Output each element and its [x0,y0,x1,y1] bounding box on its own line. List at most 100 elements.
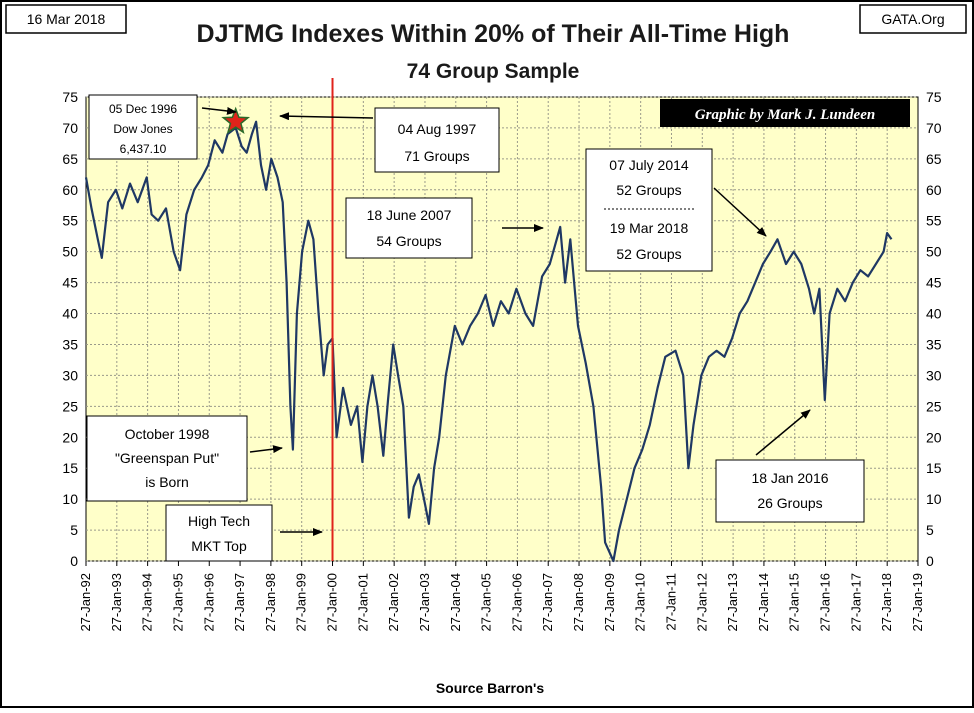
x-tick-label: 27-Jan-98 [263,573,278,632]
arrow-peak-1997 [279,112,374,121]
y-tick-label-right: 0 [926,553,934,569]
y-tick-label-right: 55 [926,213,942,229]
annotation-1997-line2: 71 Groups [404,148,469,164]
arrow-greenspan [249,445,283,454]
x-tick-label: 27-Jan-14 [756,573,771,632]
y-axis-right: 0 5 10 15 20 25 30 35 40 45 50 55 60 65 70 75 [926,89,942,569]
annotation-greenspan-line3: is Born [145,474,189,490]
y-tick-label-left: 55 [62,213,78,229]
x-tick-label: 27-Jan-95 [170,573,185,632]
annotation-dow-line2: Dow Jones [113,122,172,136]
annotation-low-2016 [715,459,865,523]
y-tick-label-left: 0 [70,553,78,569]
arrow-peak-2014 [713,187,767,237]
y-tick-label-left: 30 [62,367,78,383]
annotation-2007-line2: 54 Groups [376,233,441,249]
y-tick-label-right: 75 [926,89,942,105]
y-tick-label-right: 65 [926,151,942,167]
star-icon [221,106,251,135]
x-tick-label: 27-Jan-04 [448,573,463,632]
annotation-greenspan-line2: "Greenspan Put" [115,450,219,466]
y-tick-label-left: 15 [62,460,78,476]
y-tick-label-left: 45 [62,275,78,291]
annotation-tech-line2: MKT Top [191,538,247,554]
annotation-1997-line1: 04 Aug 1997 [398,121,477,137]
chart-subtitle: 74 Group Sample [407,60,580,83]
annotation-dow-line3: 6,437.10 [120,142,167,156]
y-tick-label-right: 30 [926,367,942,383]
y-tick-label-right: 60 [926,182,942,198]
x-tick-label: 27-Jan-99 [294,573,309,632]
annotation-tech-line1: High Tech [188,513,250,529]
y-tick-label-left: 20 [62,429,78,445]
x-tick-label: 27-Jan-97 [232,573,247,632]
arrow-dow-1996 [201,106,237,115]
y-tick-label-right: 5 [926,522,934,538]
y-tick-label-right: 50 [926,244,942,260]
annotation-dow-line1: 05 Dec 1996 [109,102,177,116]
x-tick-label: 27-Jan-94 [140,573,155,632]
x-tick-label: 27-Jan-09 [602,573,617,632]
series-line [84,120,893,563]
x-tick-label: 27-Jan-06 [509,573,524,632]
x-tick-label: 27-Jan-18 [879,573,894,632]
arrow-low-2016 [755,409,811,456]
annotation-2018-line1: 19 Mar 2018 [610,220,689,236]
x-tick-label: 27-Jan-13 [725,573,740,632]
y-tick-label-right: 70 [926,120,942,136]
y-tick-label-right: 40 [926,306,942,322]
x-axis-label: Source Barron's [436,680,545,696]
annotation-2007-line1: 18 June 2007 [367,207,452,223]
x-tick-label: 27-Jan-11 [663,573,678,631]
x-tick-label: 27-Jan-15 [787,573,802,632]
chart-title: DJTMG Indexes Within 20% of Their All-Ti… [197,20,790,48]
x-tick-label: 27-Jan-05 [479,573,494,632]
y-tick-label-left: 65 [62,151,78,167]
annotation-peak-2007 [345,197,473,259]
y-tick-label-right: 10 [926,491,942,507]
x-tick-label: 27-Jan-00 [325,573,340,632]
x-tick-label: 27-Jan-12 [694,573,709,632]
x-tick-label: 27-Jan-10 [633,573,648,632]
y-tick-label-left: 40 [62,306,78,322]
y-tick-label-left: 10 [62,491,78,507]
annotation-dow-1996 [88,94,198,160]
x-axis: 27-Jan-92 27-Jan-93 27-Jan-94 27-Jan-95 27-J… [78,561,925,632]
x-tick-label: 27-Jan-08 [571,573,586,632]
y-tick-label-right: 35 [926,336,942,352]
x-tick-label: 27-Jan-96 [201,573,216,632]
source-site-label: GATA.Org [881,11,944,27]
annotation-peak-1997 [374,107,500,173]
y-axis-left: 0 5 10 15 20 25 30 35 40 45 50 55 60 65 70 75 [62,89,78,569]
annotation-peak-2014-2018 [585,148,713,272]
x-tick-label: 27-Jan-01 [355,573,370,632]
credit-label: Graphic by Mark J. Lundeen [695,107,875,123]
y-tick-label-left: 25 [62,398,78,414]
y-tick-label-right: 20 [926,429,942,445]
x-tick-label: 27-Jan-19 [910,573,925,632]
y-tick-label-left: 5 [70,522,78,538]
credit-box [660,99,910,127]
annotation-2014-line2: 52 Groups [616,182,681,198]
x-tick-label: 27-Jan-16 [818,573,833,632]
date-label: 16 Mar 2018 [27,11,106,27]
x-tick-label: 27-Jan-93 [109,573,124,632]
annotation-2016-line1: 18 Jan 2016 [751,470,828,486]
y-tick-label-right: 45 [926,275,942,291]
x-tick-label: 27-Jan-03 [417,573,432,632]
y-tick-label-right: 25 [926,398,942,414]
y-tick-label-left: 50 [62,244,78,260]
x-tick-label: 27-Jan-92 [78,573,93,632]
x-tick-label: 27-Jan-17 [848,573,863,632]
source-site-box [859,4,967,34]
y-tick-label-right: 15 [926,460,942,476]
y-tick-label-left: 60 [62,182,78,198]
annotation-2018-line2: 52 Groups [616,246,681,262]
annotation-2016-line2: 26 Groups [757,495,822,511]
annotation-2014-line1: 07 July 2014 [609,157,689,173]
annotation-greenspan-1998 [86,415,248,502]
y-tick-label-left: 75 [62,89,78,105]
x-tick-label: 27-Jan-02 [386,573,401,632]
